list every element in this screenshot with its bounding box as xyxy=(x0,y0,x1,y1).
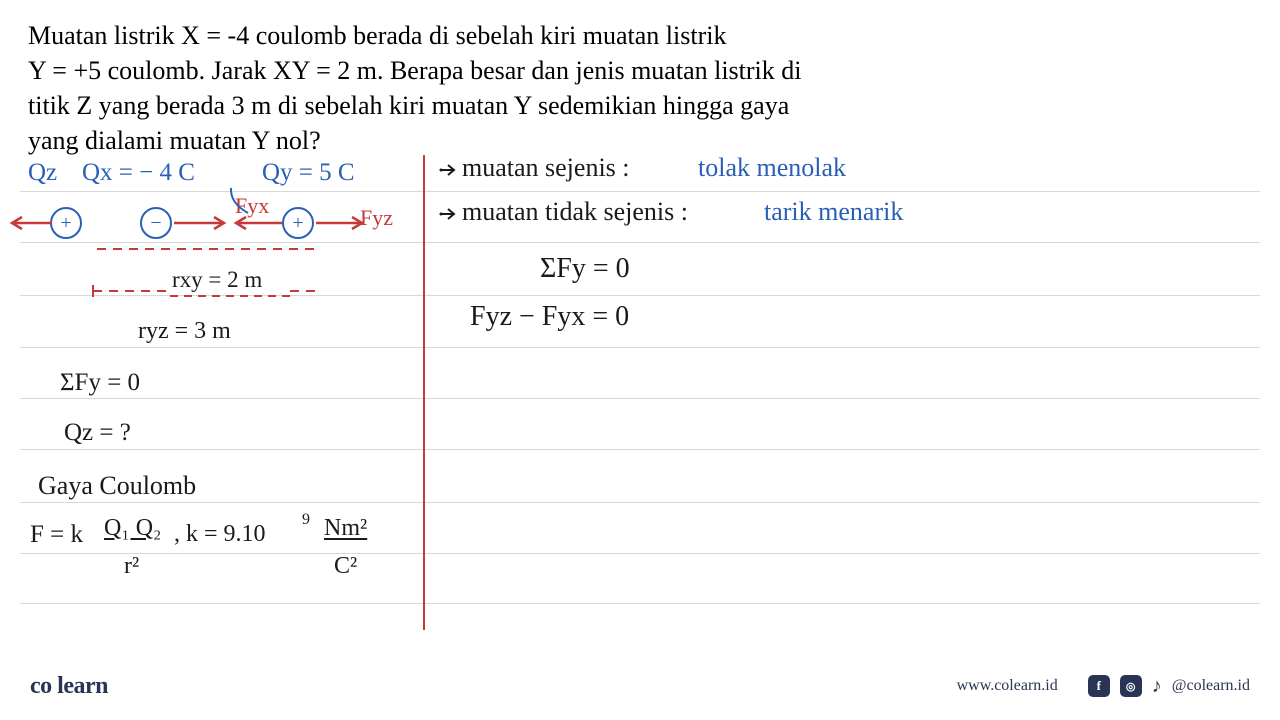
footer-right: www.colearn.id f ◎ ♪ @colearn.id xyxy=(957,675,1250,698)
work-area: Qz Qx = − 4 C Qy = 5 C Fyx Fyz + − + r xyxy=(0,155,1280,655)
arrow-qz-left xyxy=(8,215,53,235)
ruled-line xyxy=(20,191,1260,192)
footer: co learn www.colearn.id f ◎ ♪ @colearn.i… xyxy=(0,666,1280,706)
arrow-fyz xyxy=(314,215,369,235)
ruled-line xyxy=(20,502,1260,503)
right-line1b: tolak menolak xyxy=(698,153,846,183)
logo-part-a: co xyxy=(30,673,52,699)
dashed-xy-line xyxy=(95,243,325,255)
formula-q1q2: Q₁ Q₂ xyxy=(104,515,161,542)
label-gaya-coulomb: Gaya Coulomb xyxy=(38,471,196,501)
label-qx: Qx = − 4 C xyxy=(82,159,195,187)
formula-k-exp: 9 xyxy=(302,511,310,529)
footer-handle: @colearn.id xyxy=(1172,677,1250,695)
right-sfy: ΣFy = 0 xyxy=(540,253,630,285)
right-line2a: muatan tidak sejenis : xyxy=(462,197,688,227)
underline-rxy xyxy=(170,294,295,300)
label-qy: Qy = 5 C xyxy=(262,159,355,187)
formula-f-lhs: F = k xyxy=(30,521,83,549)
bullet-arrow-icon xyxy=(438,161,458,179)
label-qz: Qz xyxy=(28,159,57,187)
facebook-icon: f xyxy=(1088,675,1110,697)
vertical-divider xyxy=(423,155,425,630)
bullet-arrow-icon xyxy=(438,205,458,223)
charge-z: + xyxy=(50,207,82,239)
brand-logo: co learn xyxy=(30,673,108,700)
formula-r2: r² xyxy=(124,553,139,580)
ruled-line xyxy=(20,398,1260,399)
ruled-line xyxy=(20,553,1260,554)
problem-line2: Y = +5 coulomb. Jarak XY = 2 m. Berapa b… xyxy=(28,56,802,85)
footer-url: www.colearn.id xyxy=(957,677,1058,695)
ruled-line xyxy=(20,347,1260,348)
problem-statement: Muatan listrik X = -4 coulomb berada di … xyxy=(0,0,1280,162)
label-rxy: rxy = 2 m xyxy=(172,267,262,293)
right-line1a: muatan sejenis : xyxy=(462,153,630,183)
logo-part-b: learn xyxy=(57,673,108,699)
label-sigma-fy: ΣFy = 0 xyxy=(60,369,140,397)
arrow-fyx xyxy=(232,215,287,235)
formula-c2: C² xyxy=(334,553,357,580)
formula-nm2: Nm² xyxy=(324,515,367,542)
label-qz-question: Qz = ? xyxy=(64,419,131,447)
right-fyz-fyx: Fyz − Fyx = 0 xyxy=(470,301,629,333)
ruled-line xyxy=(20,603,1260,604)
formula-k: , k = 9.10 xyxy=(174,521,266,548)
problem-line3: titik Z yang berada 3 m di sebelah kiri … xyxy=(28,91,789,120)
right-line2b: tarik menarik xyxy=(764,197,903,227)
problem-line1: Muatan listrik X = -4 coulomb berada di … xyxy=(28,21,726,50)
problem-line4: yang dialami muatan Y nol? xyxy=(28,126,321,155)
charge-x: − xyxy=(140,207,172,239)
label-ryz: ryz = 3 m xyxy=(138,318,231,345)
tiktok-icon: ♪ xyxy=(1152,675,1162,698)
instagram-icon: ◎ xyxy=(1120,675,1142,697)
arrow-qx-right xyxy=(172,215,232,235)
ruled-line xyxy=(20,449,1260,450)
